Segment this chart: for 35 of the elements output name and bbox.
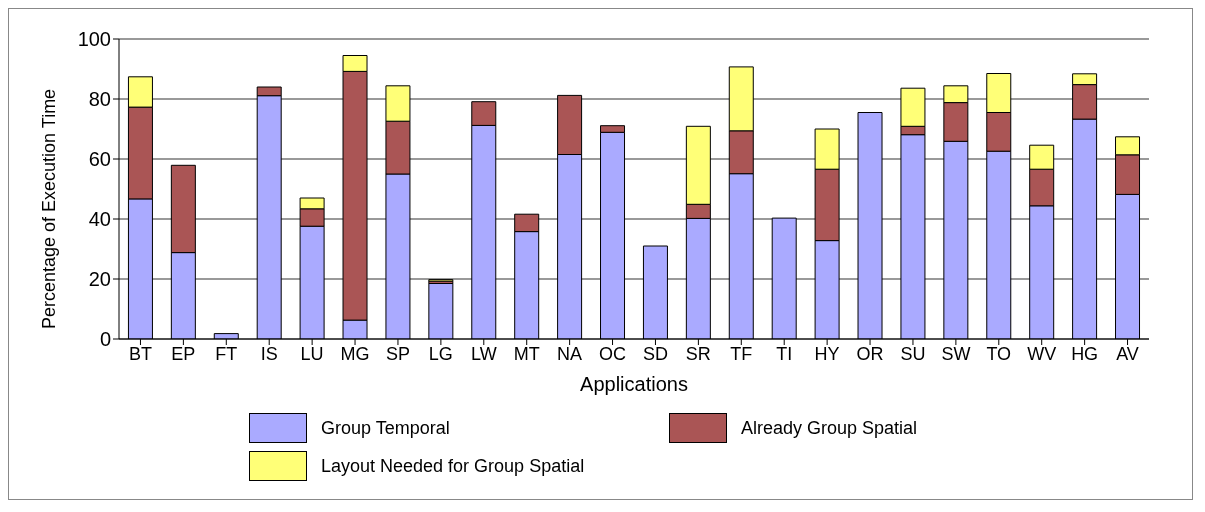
x-tick-label: MG: [340, 343, 370, 364]
x-tick-label: LW: [470, 343, 497, 364]
y-tick-label: 40: [88, 208, 111, 231]
x-tick-label: WV: [1027, 343, 1057, 364]
y-axis-title: Percentage of Execution Time: [39, 88, 60, 329]
x-tick-label: AV: [1116, 343, 1139, 364]
x-tick-label: OR: [856, 343, 884, 364]
x-tick-label: SR: [685, 343, 711, 364]
x-tick-label: EP: [171, 343, 196, 364]
x-tick-label: TO: [986, 343, 1012, 364]
x-tick-label: HY: [814, 343, 840, 364]
x-tick-label: HG: [1071, 343, 1099, 364]
x-tick-label: SD: [642, 343, 668, 364]
y-tick-label: 20: [88, 268, 111, 291]
x-tick-label: LU: [300, 343, 324, 364]
y-tick-label: 60: [88, 148, 111, 171]
legend-label: Already Group Spatial: [741, 417, 918, 439]
x-tick-label: TF: [730, 343, 753, 364]
y-tick-label: 80: [88, 88, 111, 111]
y-tick-label: 100: [77, 28, 111, 51]
x-tick-label: OC: [599, 343, 627, 364]
x-tick-label: IS: [260, 343, 278, 364]
x-tick-label: BT: [128, 343, 152, 364]
x-tick-label: SW: [941, 343, 971, 364]
y-tick-label: 0: [99, 328, 111, 351]
x-tick-label: NA: [557, 343, 583, 364]
x-tick-label: FT: [215, 343, 238, 364]
x-axis-title: Applications: [580, 373, 688, 395]
x-tick-label: SU: [900, 343, 926, 364]
x-tick-label: TI: [776, 343, 793, 364]
x-tick-label: MT: [513, 343, 540, 364]
x-tick-label: LG: [428, 343, 453, 364]
legend-label: Group Temporal: [321, 417, 450, 439]
x-tick-label: SP: [385, 343, 410, 364]
legend-label: Layout Needed for Group Spatial: [321, 455, 585, 477]
